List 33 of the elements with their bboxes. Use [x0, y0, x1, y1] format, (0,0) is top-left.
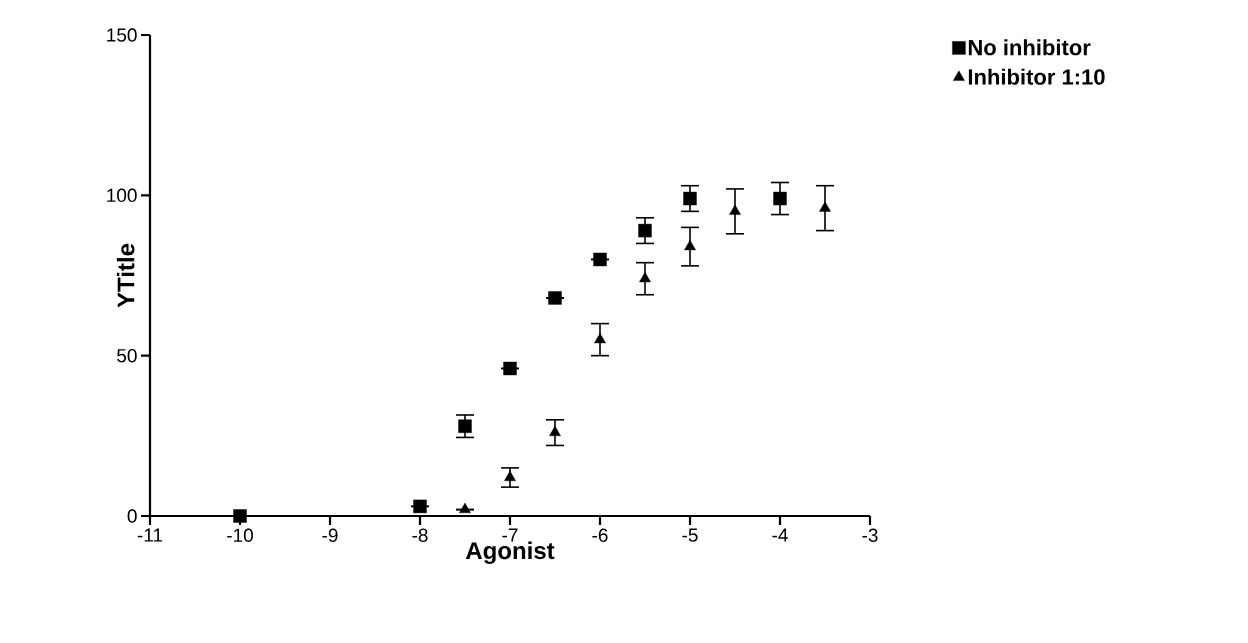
x-tick-label: -3	[862, 528, 878, 542]
point	[233, 509, 247, 523]
point	[413, 499, 427, 514]
point	[819, 201, 831, 212]
point	[594, 332, 606, 344]
y-tick-label: 50	[117, 348, 137, 363]
point	[593, 252, 607, 267]
y-tick-label: 0	[127, 509, 137, 523]
point	[683, 191, 697, 206]
legend-label: Inhibitor 1:10	[968, 68, 1105, 85]
x-tick-label: -6	[592, 528, 608, 542]
point	[639, 272, 651, 283]
y-axis-title: YTitle	[116, 243, 135, 308]
x-tick-label: -10	[227, 528, 253, 542]
legend-label: No inhibitor	[968, 39, 1091, 56]
point	[503, 361, 517, 376]
point	[459, 502, 471, 514]
point	[684, 239, 696, 251]
point	[729, 204, 741, 215]
x-tick-label: -4	[772, 528, 788, 542]
x-axis-title: Agonist	[465, 541, 555, 564]
point	[638, 223, 652, 238]
x-tick-label: -7	[502, 528, 518, 542]
point	[549, 425, 561, 437]
point	[548, 291, 562, 305]
y-tick-label: 150	[107, 28, 137, 42]
x-tick-label: -5	[682, 528, 698, 542]
x-tick-label: -9	[322, 528, 338, 542]
x-tick-label: -8	[412, 528, 428, 542]
x-tick-label: -11	[137, 528, 163, 542]
point	[458, 419, 472, 433]
y-tick-label: 100	[107, 188, 137, 203]
point	[773, 191, 787, 206]
